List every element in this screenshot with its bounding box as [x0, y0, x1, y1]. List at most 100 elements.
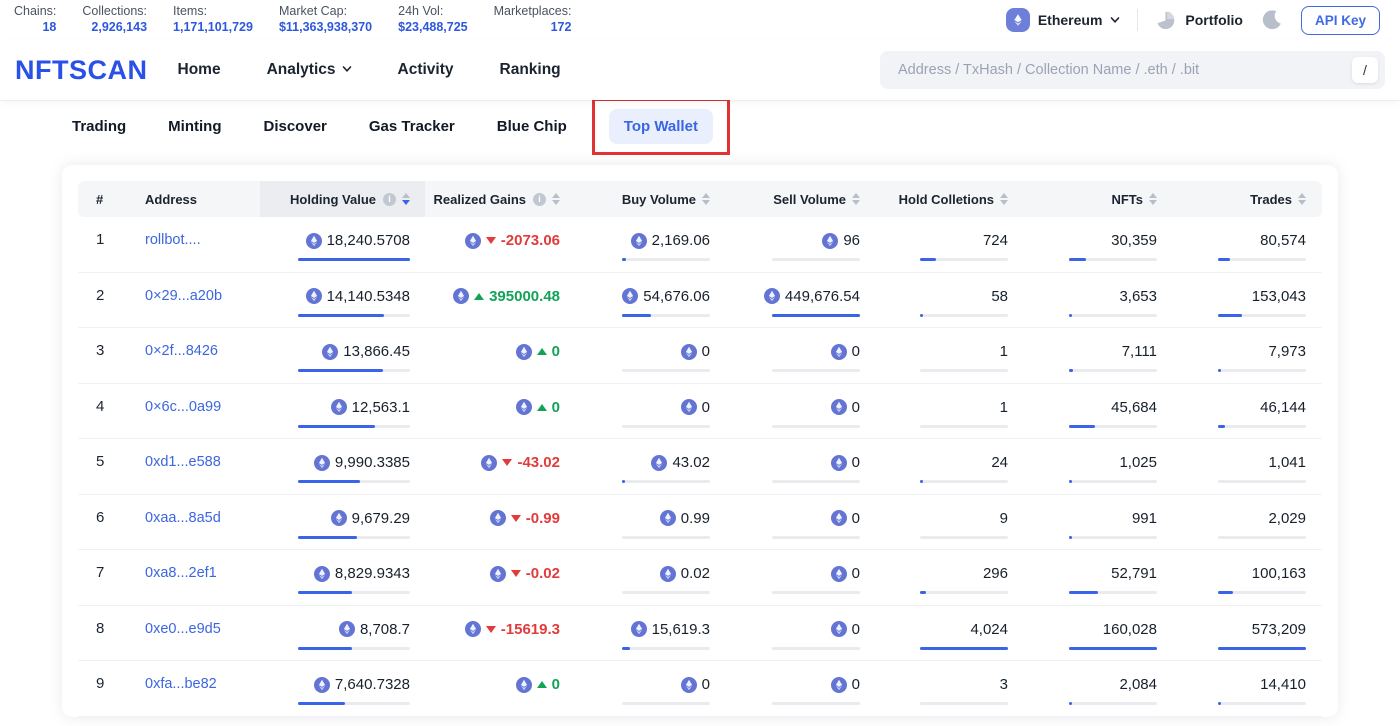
eth-icon — [830, 676, 847, 693]
cell-value: 991 — [1023, 509, 1157, 528]
proportion-bar-fill — [1218, 702, 1221, 705]
column-header-address: Address — [120, 181, 260, 217]
proportion-bar-fill — [1218, 424, 1226, 428]
address-link[interactable]: 0×29...a20b — [145, 287, 223, 304]
column-header-realized-gains[interactable]: Realized Gains i — [425, 181, 575, 217]
value-text: 0 — [851, 565, 860, 582]
eth-icon — [313, 676, 330, 693]
proportion-bar-fill — [1069, 424, 1095, 428]
cell-value: 14,410 — [1172, 675, 1306, 694]
sort-arrows-icon — [1298, 193, 1306, 205]
tab-discover[interactable]: Discover — [263, 118, 327, 135]
proportion-bar — [1069, 480, 1157, 483]
value-text: 3 — [999, 676, 1008, 693]
address-link[interactable]: 0×2f...8426 — [145, 343, 218, 359]
nav-item-ranking[interactable]: Ranking — [500, 61, 561, 79]
api-key-button[interactable]: API Key — [1300, 5, 1380, 35]
cell-value: 160,028 — [1023, 620, 1157, 639]
table-row: 7 0xa8...2ef1 8,829.9343 -0.02 0.02 0 296 52,79… — [78, 550, 1322, 606]
info-icon[interactable]: i — [383, 192, 396, 206]
buy-volume-cell: 0 — [575, 342, 725, 372]
chain-stats: Chains: 18 Collections: 2,926,143 Items: 1,17… — [14, 4, 571, 37]
stat-market-cap: Market Cap: $11,363,938,370 — [279, 4, 372, 37]
proportion-bar — [772, 369, 860, 372]
proportion-bar-fill — [920, 646, 1008, 650]
proportion-bar-fill — [772, 313, 860, 317]
cell-value: 724 — [875, 231, 1008, 250]
proportion-bar — [622, 369, 710, 372]
nav-item-activity[interactable]: Activity — [398, 61, 454, 79]
sell-volume-cell: 0 — [725, 342, 875, 372]
tab-top-wallet[interactable]: Top Wallet — [608, 109, 713, 144]
address-link[interactable]: 0xfa...be82 — [145, 676, 217, 692]
address-link[interactable]: 0×6c...0a99 — [145, 398, 222, 415]
cell-value: 46,144 — [1172, 398, 1306, 417]
triangle-up-icon — [536, 403, 547, 411]
column-header-hold-colletions[interactable]: Hold Colletions — [875, 181, 1023, 217]
sell-volume-cell: 0 — [725, 398, 875, 428]
trades-cell: 7,973 — [1172, 342, 1321, 372]
value-text: 100,163 — [1251, 565, 1306, 582]
dark-mode-moon-icon[interactable] — [1260, 8, 1284, 32]
column-header-nfts[interactable]: NFTs — [1023, 181, 1172, 217]
eth-icon — [830, 399, 847, 415]
proportion-bar — [920, 258, 1008, 261]
portfolio-button[interactable]: Portfolio — [1155, 10, 1243, 31]
realized-gains-cell: -2073.06 — [425, 231, 575, 250]
rank-cell: 8 — [96, 619, 105, 637]
stat-value: $23,488,725 — [398, 19, 468, 34]
cell-value: 12,563.1 — [260, 398, 410, 417]
address-link[interactable]: 0xe0...e9d5 — [145, 620, 221, 637]
value-text: 58 — [991, 287, 1008, 305]
eth-icon — [330, 510, 347, 526]
eth-icon — [464, 621, 481, 637]
eth-icon — [830, 621, 847, 637]
eth-icon — [464, 232, 481, 249]
proportion-bar — [772, 702, 860, 705]
eth-icon — [313, 454, 330, 471]
proportion-bar — [920, 424, 1008, 428]
tab-gas-tracker[interactable]: Gas Tracker — [368, 118, 455, 135]
chain-selector[interactable]: Ethereum — [1005, 8, 1121, 32]
hold-collections-cell: 1 — [875, 398, 1023, 428]
value-text: 0 — [701, 343, 710, 360]
cell-value: 296 — [875, 564, 1008, 583]
column-header-trades[interactable]: Trades — [1172, 181, 1321, 217]
column-header-holding-value[interactable]: Holding Value i — [260, 181, 425, 217]
trades-cell: 1,041 — [1172, 453, 1321, 483]
address-link[interactable]: 0xa8...2ef1 — [145, 565, 217, 581]
proportion-bar — [1069, 313, 1157, 317]
proportion-bar — [772, 258, 860, 261]
cell-value: -15619.3 — [425, 620, 560, 639]
sell-volume-cell: 96 — [725, 231, 875, 261]
nftscan-logo[interactable]: NFTSCAN — [15, 54, 148, 85]
column-header-sell-volume[interactable]: Sell Volume — [725, 181, 875, 217]
cell-value: 8,708.7 — [260, 620, 410, 639]
stat-marketplaces: Marketplaces: 172 — [494, 4, 572, 37]
cell-value: 0 — [725, 342, 860, 361]
address-link[interactable]: 0xaa...8a5d — [145, 509, 221, 526]
column-header-buy-volume[interactable]: Buy Volume — [575, 181, 725, 217]
value-text: 160,028 — [1102, 620, 1157, 638]
realized-gains-value: 0 — [551, 343, 560, 360]
address-link[interactable]: 0xd1...e588 — [145, 454, 221, 470]
search-input[interactable] — [896, 61, 1352, 79]
address-link[interactable]: rollbot.... — [145, 232, 201, 248]
nav-item-home[interactable]: Home — [178, 61, 221, 79]
table-row: 3 0×2f...8426 13,866.45 0 0 0 1 7,111 7,973 — [78, 328, 1322, 384]
tab-minting[interactable]: Minting — [168, 118, 222, 135]
tab-blue-chip[interactable]: Blue Chip — [496, 118, 567, 135]
tab-trading[interactable]: Trading — [72, 118, 127, 135]
info-icon[interactable]: i — [533, 192, 546, 206]
proportion-bar — [920, 535, 1008, 539]
nav-item-analytics[interactable]: Analytics — [267, 61, 352, 79]
table-row: 5 0xd1...e588 9,990.3385 -43.02 43.02 0 24 1,02… — [78, 439, 1322, 495]
cell-value: 7,640.7328 — [260, 675, 410, 694]
nfts-cell: 160,028 — [1023, 620, 1172, 650]
stat-value: 2,926,143 — [91, 19, 148, 34]
value-text: 80,574 — [1260, 232, 1306, 249]
cell-value: 9 — [875, 509, 1008, 528]
column-header-label: Realized Gains — [433, 191, 526, 207]
proportion-bar — [1218, 424, 1306, 428]
cell-value: 0 — [725, 453, 860, 472]
